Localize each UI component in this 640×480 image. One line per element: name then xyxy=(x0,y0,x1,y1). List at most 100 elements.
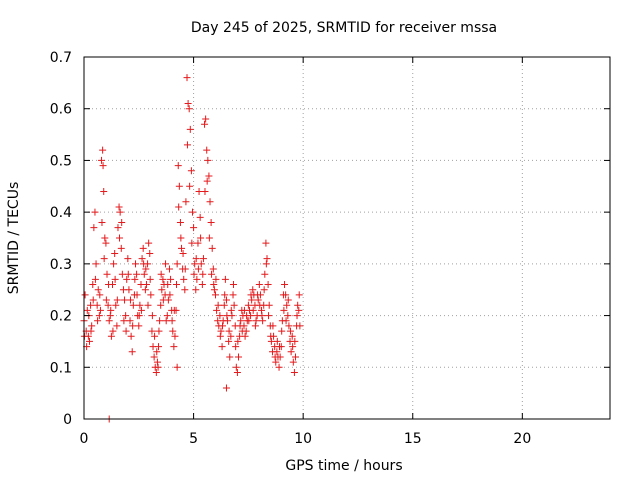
data-point xyxy=(100,187,108,195)
data-point xyxy=(133,270,141,278)
data-point xyxy=(103,270,111,278)
data-point xyxy=(94,286,102,294)
data-point xyxy=(150,353,158,361)
data-point xyxy=(192,255,200,263)
data-point xyxy=(176,218,184,226)
data-point xyxy=(148,327,156,335)
data-point xyxy=(90,224,98,232)
data-point xyxy=(121,296,129,304)
data-point xyxy=(122,312,130,320)
data-point xyxy=(159,296,167,304)
data-point xyxy=(265,312,273,320)
data-point xyxy=(267,332,275,340)
data-point xyxy=(254,296,262,304)
data-point xyxy=(178,244,186,252)
data-point xyxy=(158,286,166,294)
data-point xyxy=(282,291,290,299)
data-point xyxy=(168,317,176,325)
data-point xyxy=(205,234,213,242)
y-tick-label: 0.5 xyxy=(50,153,72,169)
data-point xyxy=(269,322,277,330)
data-point xyxy=(201,187,209,195)
data-point xyxy=(244,301,252,309)
data-point xyxy=(186,125,194,133)
data-point xyxy=(89,296,97,304)
data-point xyxy=(199,270,207,278)
data-point xyxy=(193,275,201,283)
data-point xyxy=(113,322,121,330)
data-point xyxy=(91,208,99,216)
data-point xyxy=(214,301,222,309)
data-point xyxy=(163,312,171,320)
y-axis-label: SRMTID / TECUs xyxy=(6,182,22,295)
data-point xyxy=(165,265,173,273)
data-point xyxy=(209,265,217,273)
data-point xyxy=(248,296,256,304)
data-point xyxy=(116,208,124,216)
data-point xyxy=(226,353,234,361)
data-point xyxy=(155,327,163,335)
data-point xyxy=(230,301,238,309)
data-point xyxy=(175,203,183,211)
data-point xyxy=(241,332,249,340)
data-point xyxy=(124,255,132,263)
data-point xyxy=(162,317,170,325)
data-point xyxy=(105,281,113,289)
data-point xyxy=(261,270,269,278)
data-point xyxy=(284,312,292,320)
data-point xyxy=(113,296,121,304)
data-point xyxy=(208,270,216,278)
data-point xyxy=(192,286,200,294)
data-point xyxy=(104,301,112,309)
data-point xyxy=(272,358,280,366)
data-point xyxy=(216,312,224,320)
data-point xyxy=(129,322,137,330)
data-point xyxy=(183,141,191,149)
data-point xyxy=(273,337,281,345)
data-point xyxy=(135,322,143,330)
data-point xyxy=(225,337,233,345)
data-point xyxy=(251,322,259,330)
data-point xyxy=(194,239,202,247)
data-point xyxy=(111,275,119,283)
data-point xyxy=(157,301,165,309)
data-point xyxy=(85,337,93,345)
data-point xyxy=(259,317,267,325)
data-point xyxy=(131,275,139,283)
data-point xyxy=(153,348,161,356)
data-point xyxy=(217,327,225,335)
data-point xyxy=(247,291,255,299)
y-tick-label: 0.3 xyxy=(50,257,72,273)
data-point xyxy=(195,187,203,195)
data-point xyxy=(216,332,224,340)
data-point xyxy=(133,291,141,299)
data-point xyxy=(109,327,117,335)
y-tick-label: 0.4 xyxy=(50,205,72,221)
data-point xyxy=(151,332,159,340)
data-point xyxy=(124,270,132,278)
data-point xyxy=(264,281,272,289)
x-axis-label: GPS time / hours xyxy=(285,458,402,474)
y-tick-label: 0.1 xyxy=(50,360,72,376)
data-point xyxy=(190,224,198,232)
data-point xyxy=(229,281,237,289)
data-point xyxy=(219,322,227,330)
data-point xyxy=(208,244,216,252)
data-point xyxy=(290,368,298,376)
data-point xyxy=(170,306,178,314)
data-point xyxy=(232,343,240,351)
data-point xyxy=(173,363,181,371)
data-point xyxy=(107,332,115,340)
x-tick-label: 5 xyxy=(189,431,198,447)
data-point xyxy=(232,363,240,371)
data-point xyxy=(289,358,297,366)
data-point xyxy=(136,301,144,309)
data-point xyxy=(288,332,296,340)
data-point xyxy=(159,275,167,283)
data-point xyxy=(238,327,246,335)
data-point xyxy=(229,291,237,299)
data-point xyxy=(153,358,161,366)
data-point xyxy=(94,317,102,325)
